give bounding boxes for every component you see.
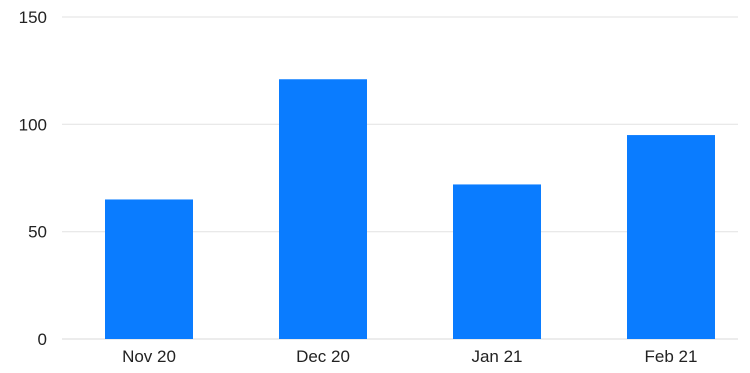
y-tick-label: 150 [19, 8, 47, 27]
x-axis-tick-labels: Nov 20 Dec 20 Jan 21 Feb 21 [122, 347, 697, 366]
bar-nov-20[interactable] [105, 199, 193, 339]
x-tick-label: Nov 20 [122, 347, 176, 366]
bar-feb-21[interactable] [627, 135, 715, 339]
x-tick-label: Jan 21 [471, 347, 522, 366]
bars [105, 79, 715, 340]
x-tick-label: Dec 20 [296, 347, 350, 366]
y-tick-label: 0 [38, 330, 47, 349]
y-axis-tick-labels: 0 50 100 150 [19, 8, 47, 349]
x-tick-label: Feb 21 [645, 347, 698, 366]
y-tick-label: 100 [19, 115, 47, 134]
y-tick-label: 50 [28, 223, 47, 242]
bar-jan-21[interactable] [453, 184, 541, 339]
bar-dec-20[interactable] [279, 79, 367, 340]
